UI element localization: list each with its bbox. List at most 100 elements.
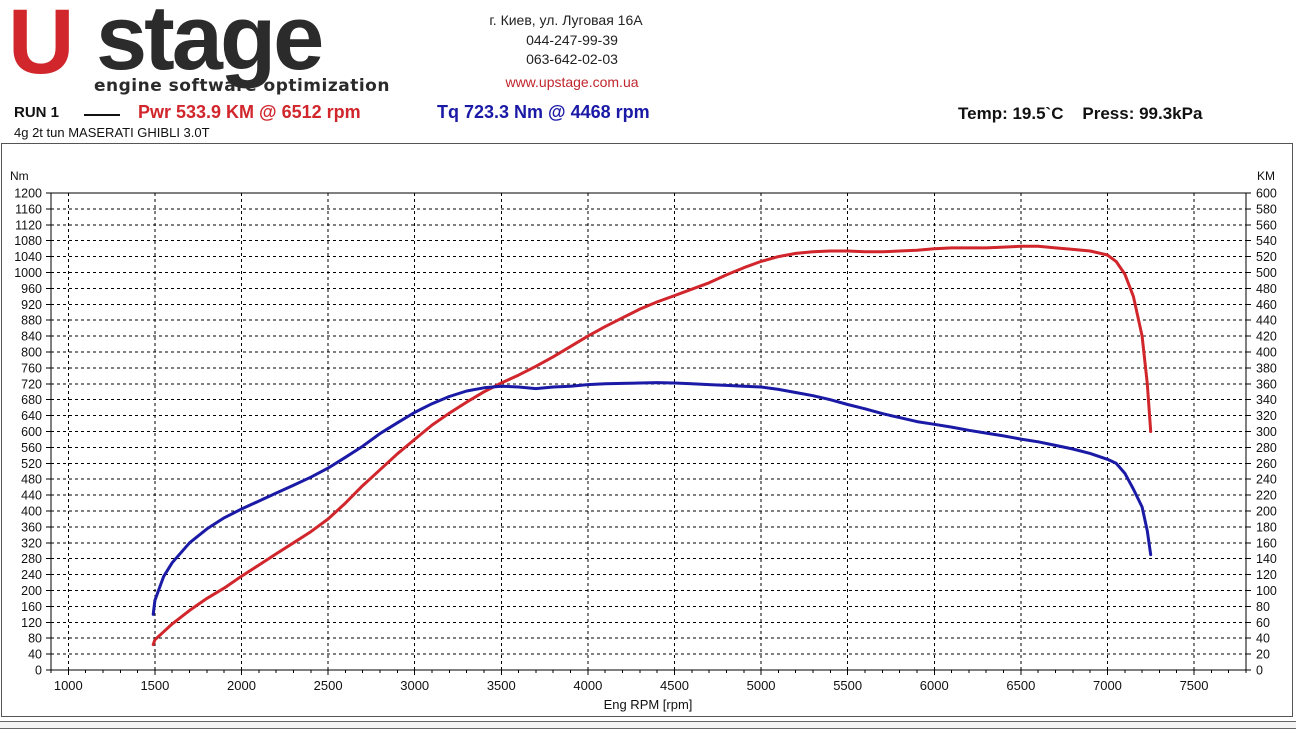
series-line-pwr <box>151 244 1153 647</box>
y-left-tick-label: 1000 <box>14 266 42 280</box>
y-right-tick-label: 240 <box>1256 473 1277 487</box>
x-tick-label: 2000 <box>227 678 256 693</box>
torque-summary: Tq 723.3 Nm @ 4468 rpm <box>437 102 650 122</box>
y-right-tick-label: 120 <box>1256 568 1277 582</box>
logo-letter-u: U <box>8 0 74 93</box>
y-left-tick-label: 160 <box>21 600 42 614</box>
y-left-tick-label: 120 <box>21 616 42 630</box>
y-left-tick-label: 1120 <box>15 218 42 232</box>
y-left-tick-label: 200 <box>21 584 42 598</box>
y-right-tick-label: 600 <box>1256 187 1277 201</box>
x-tick-label: 5000 <box>747 678 776 693</box>
x-tick-label: 2500 <box>314 678 343 693</box>
y-right-tick-label: 320 <box>1256 409 1277 423</box>
x-tick-label: 7000 <box>1093 678 1122 693</box>
arrow-up-icon <box>70 22 104 86</box>
y-left-tick-label: 40 <box>28 648 42 662</box>
contact-website: www.upstage.com.ua <box>505 74 639 90</box>
plot-area-border <box>50 192 1247 671</box>
y-left-tick-label: 680 <box>21 393 42 407</box>
vehicle-description: 4g 2t tun MASERATI GHIBLI 3.0T <box>14 125 210 140</box>
y-left-tick-label: 880 <box>21 314 42 328</box>
y-left-tick-label: 440 <box>21 489 42 503</box>
y-right-tick-label: 0 <box>1256 664 1263 678</box>
y-left-tick-label: 840 <box>21 330 42 344</box>
y-left-tick-label: 800 <box>21 346 42 360</box>
x-tick-label: 7500 <box>1180 678 1209 693</box>
x-tick-label: 6500 <box>1006 678 1035 693</box>
y-right-tick-label: 420 <box>1256 330 1277 344</box>
y-right-tick-label: 280 <box>1256 441 1277 455</box>
y-left-tick-label: 1040 <box>14 250 42 264</box>
y-right-tick-label: 180 <box>1256 520 1277 534</box>
x-tick-label: 4000 <box>573 678 602 693</box>
y-right-tick-label: 460 <box>1256 298 1277 312</box>
logo-tagline: engine software optimization <box>94 76 390 96</box>
run-label: RUN 1 <box>14 104 60 121</box>
y-left-tick-label: 80 <box>28 632 42 646</box>
y-left-tick-label: 760 <box>21 361 42 375</box>
y-right-tick-label: 220 <box>1256 489 1277 503</box>
y-left-tick-label: 1160 <box>15 202 42 216</box>
y-right-tick-label: 400 <box>1256 346 1277 360</box>
bottom-border <box>0 721 1296 729</box>
y-right-tick-label: 200 <box>1256 505 1277 519</box>
y-right-tick-label: 540 <box>1256 234 1277 248</box>
y-right-tick-label: 500 <box>1256 266 1277 280</box>
y-right-tick-label: 520 <box>1256 250 1277 264</box>
chart-frame <box>1 143 1293 717</box>
x-axis-label: Eng RPM [rpm] <box>604 697 693 712</box>
y-right-tick-label: 360 <box>1256 377 1277 391</box>
dyno-chart: Nm KM Eng RPM [rpm] 04080120160200240280… <box>10 169 1277 712</box>
x-tick-label: 1000 <box>54 678 83 693</box>
y-right-tick-label: 560 <box>1256 218 1277 232</box>
right-axis-label: KM <box>1257 169 1275 183</box>
y-right-tick-label: 100 <box>1256 584 1277 598</box>
y-left-tick-label: 720 <box>21 377 42 391</box>
y-right-tick-label: 440 <box>1256 314 1277 328</box>
y-right-tick-label: 300 <box>1256 425 1277 439</box>
y-left-tick-label: 920 <box>21 298 42 312</box>
contact-phone-1: 044-247-99-39 <box>526 32 618 48</box>
brand-logo: U stage engine software optimization <box>6 0 416 100</box>
y-right-tick-label: 340 <box>1256 393 1277 407</box>
y-left-tick-label: 240 <box>21 568 42 582</box>
conditions-readout: Temp: 19.5`C Press: 99.3kPa <box>958 104 1203 123</box>
y-left-tick-label: 960 <box>21 282 42 296</box>
y-left-tick-label: 0 <box>35 664 42 678</box>
x-tick-label: 5500 <box>833 678 862 693</box>
y-right-tick-label: 160 <box>1256 536 1277 550</box>
left-axis-label: Nm <box>10 169 29 183</box>
y-right-tick-label: 260 <box>1256 457 1277 471</box>
y-left-tick-label: 520 <box>21 457 42 471</box>
y-left-tick-label: 1080 <box>14 234 42 248</box>
x-tick-label: 4500 <box>660 678 689 693</box>
y-right-tick-label: 380 <box>1256 361 1277 375</box>
y-right-tick-label: 60 <box>1256 616 1270 630</box>
x-tick-label: 3500 <box>487 678 516 693</box>
y-right-tick-label: 480 <box>1256 282 1277 296</box>
y-right-tick-label: 580 <box>1256 202 1277 216</box>
power-legend-line <box>84 114 120 116</box>
y-left-tick-label: 560 <box>21 441 42 455</box>
y-right-tick-label: 80 <box>1256 600 1270 614</box>
y-right-tick-label: 40 <box>1256 632 1270 646</box>
x-tick-label: 6000 <box>920 678 949 693</box>
y-left-tick-label: 320 <box>21 536 42 550</box>
series-line-tq <box>151 381 1153 616</box>
logo-word-stage: stage <box>96 0 324 89</box>
x-tick-label: 1500 <box>140 678 169 693</box>
x-tick-label: 3000 <box>400 678 429 693</box>
y-left-tick-label: 600 <box>21 425 42 439</box>
y-left-tick-label: 400 <box>21 505 42 519</box>
y-left-tick-label: 280 <box>21 552 42 566</box>
y-left-tick-label: 360 <box>21 520 42 534</box>
y-right-tick-label: 20 <box>1256 648 1270 662</box>
y-left-tick-label: 480 <box>21 473 42 487</box>
y-left-tick-label: 640 <box>21 409 42 423</box>
contact-phone-2: 063-642-02-03 <box>526 51 618 67</box>
y-left-tick-label: 1200 <box>14 187 42 201</box>
y-right-tick-label: 140 <box>1256 552 1277 566</box>
power-summary: Pwr 533.9 KM @ 6512 rpm <box>138 102 361 122</box>
contact-address: г. Киев, ул. Луговая 16А <box>489 12 643 28</box>
